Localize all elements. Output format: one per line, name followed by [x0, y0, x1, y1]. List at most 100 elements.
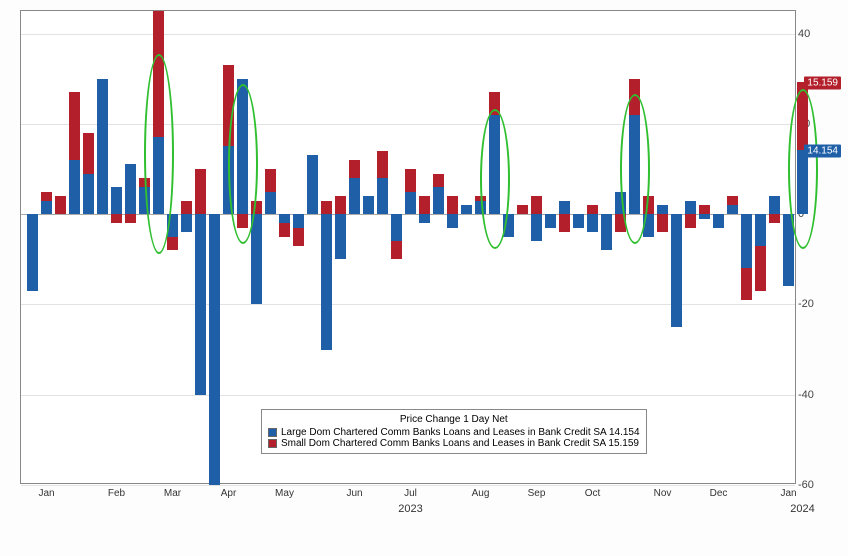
bar-large — [195, 214, 206, 395]
bar-large — [307, 155, 318, 214]
bar-small — [559, 214, 570, 232]
bar-large — [461, 205, 472, 214]
bar-small — [377, 151, 388, 178]
x-tick-label: Apr — [221, 488, 237, 499]
bar-small — [167, 237, 178, 251]
bar-small — [419, 196, 430, 214]
bar-small — [769, 214, 780, 223]
x-tick-label: Feb — [108, 488, 125, 499]
bar-large — [559, 201, 570, 215]
bar-large — [657, 205, 668, 214]
bar-small — [447, 196, 458, 214]
bar-large — [671, 214, 682, 327]
bar-large — [503, 214, 514, 237]
bar-large — [475, 201, 486, 215]
bar-small — [251, 201, 262, 215]
bar-small — [293, 228, 304, 246]
gridline — [21, 124, 795, 125]
bar-small — [69, 92, 80, 160]
bar-small — [41, 192, 52, 201]
bar-large — [685, 201, 696, 215]
bar-large — [489, 115, 500, 214]
bar-small — [279, 223, 290, 237]
bar-small — [629, 79, 640, 115]
legend-row: Large Dom Chartered Comm Banks Loans and… — [268, 427, 640, 438]
legend-swatch — [268, 439, 277, 448]
bar-large — [279, 214, 290, 223]
x-axis-year-label: 2023 — [398, 503, 422, 515]
x-tick-label: Dec — [710, 488, 728, 499]
bar-large — [587, 214, 598, 232]
price-change-chart: -60-40-2002040JanFebMarAprMayJunJulAugSe… — [20, 10, 796, 484]
bar-large — [391, 214, 402, 241]
x-tick-label: Sep — [528, 488, 546, 499]
bar-large — [755, 214, 766, 246]
bar-small — [489, 92, 500, 115]
bar-large — [111, 187, 122, 214]
bar-large — [83, 174, 94, 215]
bar-small — [391, 241, 402, 259]
bar-small — [657, 214, 668, 232]
bar-large — [209, 214, 220, 485]
bar-large — [167, 214, 178, 237]
bar-large — [629, 115, 640, 214]
bar-large — [769, 196, 780, 214]
bar-large — [405, 192, 416, 215]
bar-large — [419, 214, 430, 223]
x-tick-label: Jan — [780, 488, 796, 499]
bar-small — [181, 201, 192, 215]
bar-large — [41, 201, 52, 215]
legend: Price Change 1 Day NetLarge Dom Chartere… — [261, 409, 647, 454]
bar-small — [265, 169, 276, 192]
bar-small — [139, 178, 150, 187]
bar-large — [433, 187, 444, 214]
bar-large — [97, 79, 108, 214]
bar-large — [181, 214, 192, 232]
bar-small — [237, 214, 248, 228]
bar-large — [321, 214, 332, 349]
bar-small — [223, 65, 234, 146]
bar-small — [685, 214, 696, 228]
gridline — [21, 34, 795, 35]
bar-large — [573, 214, 584, 228]
legend-label: Large Dom Chartered Comm Banks Loans and… — [281, 427, 640, 438]
value-badge: 15.159 — [804, 77, 841, 90]
x-tick-label: May — [275, 488, 294, 499]
bar-small — [321, 201, 332, 215]
bar-small — [699, 205, 710, 214]
x-tick-label: Mar — [164, 488, 181, 499]
legend-row: Small Dom Chartered Comm Banks Loans and… — [268, 438, 640, 449]
bar-small — [727, 196, 738, 205]
bar-large — [153, 137, 164, 214]
bar-large — [531, 214, 542, 241]
bar-large — [293, 214, 304, 228]
bar-large — [783, 214, 794, 286]
bar-small — [797, 82, 808, 150]
y-tick-label: -60 — [798, 479, 823, 491]
bar-small — [475, 196, 486, 201]
bar-small — [153, 11, 164, 137]
bar-large — [27, 214, 38, 291]
x-tick-label: Aug — [472, 488, 490, 499]
bar-small — [643, 196, 654, 214]
x-tick-label: Jul — [404, 488, 417, 499]
bar-small — [335, 196, 346, 214]
y-tick-label: -40 — [798, 389, 823, 401]
bar-large — [741, 214, 752, 268]
bar-large — [251, 214, 262, 304]
bar-small — [349, 160, 360, 178]
bar-large — [601, 214, 612, 250]
bar-small — [615, 214, 626, 232]
bar-large — [447, 214, 458, 228]
bar-small — [55, 196, 66, 214]
x-tick-label: Nov — [654, 488, 672, 499]
bar-large — [643, 214, 654, 237]
bar-small — [195, 169, 206, 214]
bar-small — [405, 169, 416, 192]
bar-large — [223, 146, 234, 214]
value-badge: 14.154 — [804, 144, 841, 157]
bar-small — [111, 214, 122, 223]
legend-swatch — [268, 428, 277, 437]
bar-small — [755, 246, 766, 291]
bar-large — [265, 192, 276, 215]
